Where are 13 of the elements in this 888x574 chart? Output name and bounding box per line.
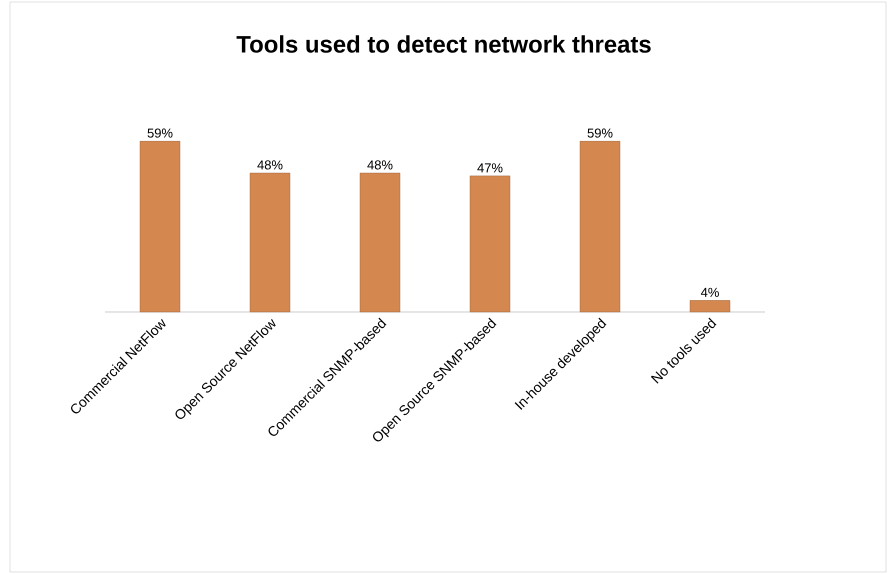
bar [690, 300, 730, 312]
bar [360, 172, 400, 312]
data-label: 59% [588, 128, 613, 138]
data-label: 48% [367, 160, 393, 170]
data-label: 48% [257, 160, 283, 170]
bar [140, 140, 180, 312]
bar [580, 140, 620, 312]
bar [250, 172, 290, 312]
bar [470, 176, 510, 312]
data-label: 4% [700, 288, 719, 297]
chart-title: Tools used to detect network threats [236, 35, 651, 53]
data-label: 59% [148, 128, 173, 138]
data-label: 47% [477, 163, 503, 172]
